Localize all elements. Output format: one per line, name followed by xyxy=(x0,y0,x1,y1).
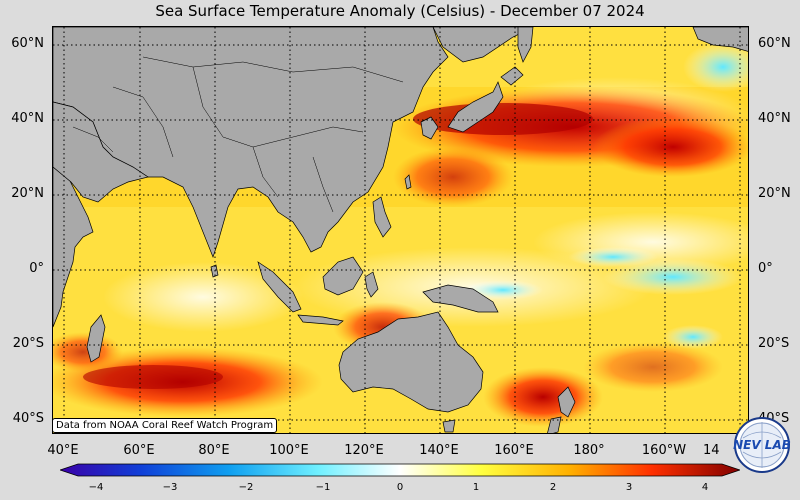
land-australia xyxy=(338,311,484,413)
nev-lab-logo: NEV LAB xyxy=(731,416,793,474)
lat-label-left: 20°S xyxy=(12,336,44,351)
lon-label: 100°E xyxy=(269,443,309,458)
lon-label: 40°E xyxy=(47,443,79,458)
data-credit: Data from NOAA Coral Reef Watch Program xyxy=(52,418,278,433)
land-philippines xyxy=(372,196,392,238)
colorbar xyxy=(58,462,742,477)
lon-label: 60°E xyxy=(123,443,155,458)
lon-label: 140°E xyxy=(419,443,459,458)
colorbar-tick: 1 xyxy=(472,482,480,493)
landmasses xyxy=(53,27,748,433)
colorbar-tick: −1 xyxy=(315,482,331,493)
land-borneo xyxy=(322,256,364,296)
land-africa xyxy=(53,166,94,328)
lon-label: 14 xyxy=(703,443,720,458)
land-asia xyxy=(53,27,534,63)
colorbar-tick: −2 xyxy=(238,482,254,493)
map-panel xyxy=(52,26,749,434)
lat-label-left: 60°N xyxy=(11,36,44,51)
cool-anomaly-equatorial xyxy=(603,259,743,295)
lat-label-left: 40°N xyxy=(11,111,44,126)
land-new-zealand xyxy=(557,386,576,418)
colorbar-tick: 4 xyxy=(701,482,709,493)
colorbar-tick: −3 xyxy=(162,482,178,493)
colorbar-tick: 0 xyxy=(396,482,404,493)
logo-text: NEV LAB xyxy=(733,438,791,452)
lat-label-right: 20°N xyxy=(758,186,791,201)
lon-label: 80°E xyxy=(198,443,230,458)
lon-label: 180° xyxy=(573,443,605,458)
lat-label-right: 0° xyxy=(758,261,773,276)
lat-label-left: 20°N xyxy=(11,186,44,201)
lat-label-left: 40°S xyxy=(12,411,44,426)
lat-label-right: 20°S xyxy=(758,336,790,351)
lat-label-left: 0° xyxy=(29,261,44,276)
sst-anomaly-map xyxy=(53,27,748,433)
lon-label: 160°W xyxy=(641,443,687,458)
colorbar-tick: −4 xyxy=(88,482,104,493)
lat-label-right: 60°N xyxy=(758,36,791,51)
lat-label-right: 40°N xyxy=(758,111,791,126)
graticule xyxy=(53,27,748,433)
map-title: Sea Surface Temperature Anomaly (Celsius… xyxy=(155,2,645,20)
colorbar-tick: 3 xyxy=(625,482,633,493)
lon-label: 120°E xyxy=(344,443,384,458)
land-japan xyxy=(447,81,504,133)
land-madagascar xyxy=(86,314,106,363)
colorbar-tick: 2 xyxy=(549,482,557,493)
lon-label: 160°E xyxy=(494,443,534,458)
country-borders xyxy=(72,56,404,213)
